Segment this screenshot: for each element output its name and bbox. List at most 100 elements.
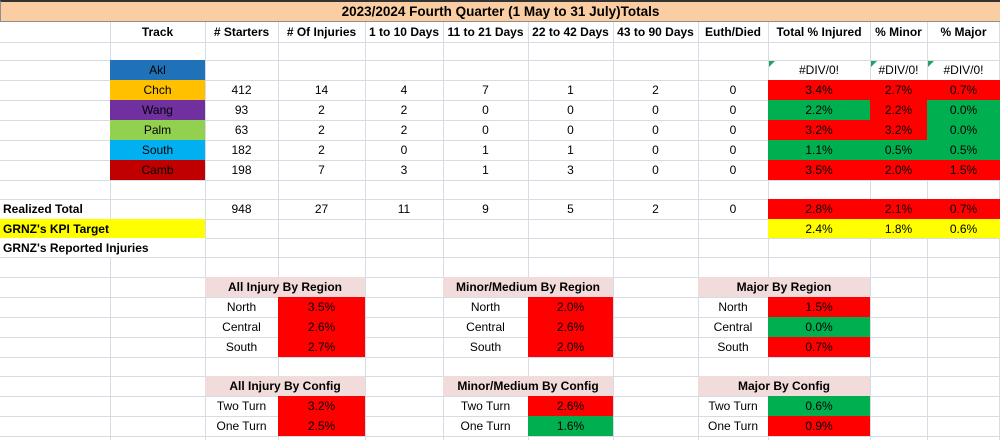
value-cell[interactable]: 0 [482,123,489,137]
col-header-starters[interactable]: # Starters [213,25,270,39]
value-cell[interactable]: 27 [314,202,329,216]
pct-cell[interactable]: 1.5% [768,297,870,317]
value-cell[interactable]: 3 [400,163,408,177]
value-cell[interactable]: 0 [729,163,737,177]
value-cell[interactable]: 9 [482,202,489,216]
value-cell[interactable]: 63 [234,123,249,137]
value-cell[interactable]: 182 [231,143,252,157]
value-cell[interactable]: 0 [652,163,659,177]
value-cell[interactable]: 7 [318,163,325,177]
config-label[interactable]: Two Turn [708,399,758,413]
region-label[interactable]: North [718,300,748,314]
track-chch[interactable]: Chch [110,80,205,100]
value-cell[interactable]: 1 [567,83,574,97]
config-label[interactable]: Two Turn [216,399,267,413]
value-cell[interactable]: 0 [567,123,574,137]
value-cell[interactable]: 11 [397,202,411,216]
pct-cell[interactable]: 2.0% [528,297,613,317]
col-header-total-pct[interactable]: Total % Injured [776,25,862,39]
pct-cell[interactable]: 3.2% [768,120,870,140]
pct-cell[interactable]: 2.5% [278,416,365,436]
value-cell[interactable]: 2 [318,143,325,157]
pct-cell[interactable]: 2.7% [870,80,927,100]
realized-total-label[interactable]: Realized Total [3,202,83,216]
pct-cell[interactable]: 0.0% [927,100,1000,120]
reported-injuries-label[interactable]: GRNZ's Reported Injuries [0,238,205,257]
section-header-major-by-region[interactable]: Major By Region [698,277,870,297]
section-header-major-by-config[interactable]: Major By Config [698,376,870,396]
value-cell[interactable]: 1 [482,143,489,157]
value-cell[interactable]: 2 [318,103,325,117]
value-cell[interactable]: 4 [400,83,408,97]
pct-cell[interactable]: 0.6% [927,219,1000,238]
value-cell[interactable]: 2 [652,202,659,216]
col-header-major-pct[interactable]: % Major [940,25,987,39]
pct-cell[interactable]: 0.9% [768,416,870,436]
pct-cell[interactable]: 1.6% [528,416,613,436]
pct-cell[interactable]: 3.2% [278,396,365,416]
pct-cell[interactable]: 2.8% [768,199,870,219]
pct-cell[interactable]: 2.2% [870,100,927,120]
region-label[interactable]: Central [222,320,261,334]
col-header-injuries[interactable]: # Of Injuries [286,25,357,39]
pct-cell[interactable]: 1.8% [870,219,927,238]
pct-cell[interactable]: 0.5% [927,140,1000,160]
region-label[interactable]: Central [466,320,505,334]
col-header-minor-pct[interactable]: % Minor [875,25,922,39]
pct-cell[interactable]: 0.5% [870,140,927,160]
pct-cell[interactable]: 2.6% [528,317,613,337]
value-cell[interactable]: 14 [314,83,329,97]
section-header-all-injury-by-region[interactable]: All Injury By Region [205,277,365,297]
track-palm[interactable]: Palm [110,120,205,140]
pct-cell[interactable]: #DIV/0! [870,60,927,80]
value-cell[interactable]: 2 [652,83,659,97]
section-header-all-injury-by-config[interactable]: All Injury By Config [205,376,365,396]
track-akl[interactable]: Akl [110,60,205,80]
col-header-euth-died[interactable]: Euth/Died [705,25,761,39]
pct-cell[interactable]: 3.4% [768,80,870,100]
pct-cell[interactable]: 0.7% [927,80,1000,100]
pct-cell[interactable]: 3.5% [768,160,870,180]
region-label[interactable]: South [469,340,502,354]
pct-cell[interactable]: 2.0% [870,160,927,180]
col-header-track[interactable]: Track [141,25,174,39]
value-cell[interactable]: 1 [567,143,574,157]
pct-cell[interactable]: 1.5% [927,160,1000,180]
value-cell[interactable]: 0 [729,103,737,117]
col-header-11-21-days[interactable]: 11 to 21 Days [447,25,524,39]
pct-cell[interactable]: 2.0% [528,337,613,357]
pct-cell[interactable]: 3.5% [278,297,365,317]
value-cell[interactable]: 948 [231,202,252,216]
config-label[interactable]: Two Turn [460,399,511,413]
pct-cell[interactable]: 2.4% [768,219,870,238]
pct-cell[interactable]: 0.0% [768,317,870,337]
pct-cell[interactable]: #DIV/0! [927,60,1000,80]
kpi-target-label[interactable]: GRNZ's KPI Target [0,219,205,238]
config-label[interactable]: One Turn [707,419,759,433]
track-camb[interactable]: Camb [110,160,205,180]
value-cell[interactable]: 0 [652,143,659,157]
value-cell[interactable]: 0 [729,143,737,157]
pct-cell[interactable]: 2.2% [768,100,870,120]
value-cell[interactable]: 0 [729,83,737,97]
pct-cell[interactable]: 0.7% [927,199,1000,219]
region-label[interactable]: North [470,300,501,314]
pct-cell[interactable]: 2.6% [278,317,365,337]
config-label[interactable]: One Turn [216,419,267,433]
value-cell[interactable]: 0 [729,123,737,137]
value-cell[interactable]: 2 [400,123,408,137]
pct-cell[interactable]: 2.6% [528,396,613,416]
track-south[interactable]: South [110,140,205,160]
value-cell[interactable]: 2 [400,103,408,117]
region-label[interactable]: North [226,300,257,314]
value-cell[interactable]: 0 [652,103,659,117]
value-cell[interactable]: 0 [652,123,659,137]
pct-cell[interactable]: 0.7% [768,337,870,357]
section-header-minor-medium-by-config[interactable]: Minor/Medium By Config [443,376,613,396]
pct-cell[interactable]: #DIV/0! [768,60,870,80]
config-label[interactable]: One Turn [460,419,511,433]
pct-cell[interactable]: 2.7% [278,337,365,357]
col-header-1-10-days[interactable]: 1 to 10 Days [368,25,440,39]
pct-cell[interactable]: 0.6% [768,396,870,416]
value-cell[interactable]: 5 [567,202,574,216]
